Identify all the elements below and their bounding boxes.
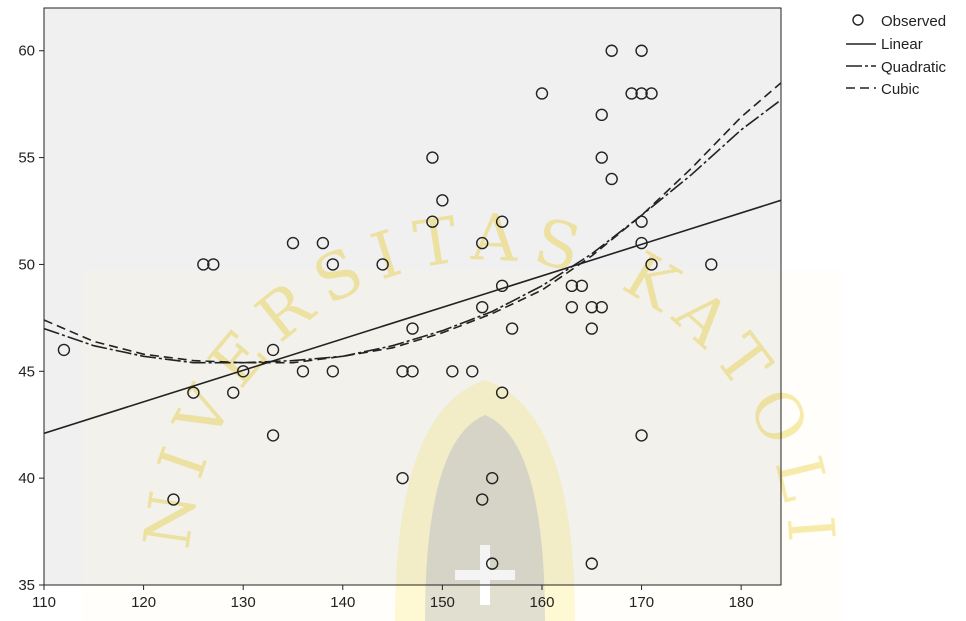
linear-fit-line: [44, 199, 781, 435]
observed-point: [376, 258, 389, 271]
observed-point: [595, 108, 608, 122]
observed-point: [635, 215, 648, 228]
observed-point: [406, 365, 419, 378]
observed-point: [645, 258, 658, 271]
observed-point: [605, 44, 618, 57]
observed-point: [585, 322, 598, 335]
x-tick-label: 130: [231, 594, 256, 611]
x-tick-label: 180: [729, 594, 754, 611]
cubic-fit-line: [44, 82, 781, 364]
observed-point: [476, 236, 489, 250]
observed-point: [426, 151, 439, 164]
observed-point: [396, 471, 409, 485]
observed-point: [635, 236, 648, 250]
observed-point: [485, 557, 499, 570]
axes: 110 120 130 140 150 160 170 180 35 40 45 50 55 60: [18, 43, 753, 611]
observed-point: [466, 365, 479, 378]
observed-point: [197, 258, 210, 271]
observed-point: [495, 215, 509, 228]
observed-point: [446, 365, 459, 378]
observed-point: [167, 493, 180, 506]
observed-point: [495, 386, 509, 399]
legend-quadratic-label: Quadratic: [881, 59, 947, 76]
observed-point: [605, 172, 618, 186]
y-tick-label: 40: [18, 470, 35, 487]
x-tick-label: 120: [131, 594, 156, 611]
observed-point: [635, 44, 648, 57]
legend-observed-marker: [852, 14, 864, 26]
plot-background: [44, 8, 781, 585]
legend: Observed Linear Quadratic Cubic: [846, 13, 947, 98]
observed-point: [585, 557, 598, 570]
observed-point: [485, 471, 499, 485]
observed-point: [266, 429, 280, 442]
legend-observed-label: Observed: [881, 13, 946, 30]
fit-lines: [44, 82, 781, 435]
observed-point: [236, 365, 250, 378]
x-tick-label: 150: [430, 594, 455, 611]
observed-point: [326, 365, 340, 378]
x-tick-label: 140: [330, 594, 355, 611]
y-tick-label: 35: [18, 577, 35, 594]
observed-point: [595, 151, 608, 164]
observed-point: [187, 386, 200, 399]
observed-point: [286, 236, 300, 250]
observed-point: [296, 365, 310, 378]
observed-point: [595, 300, 608, 314]
x-tick-label: 170: [629, 594, 654, 611]
observed-point: [207, 258, 220, 271]
plot-frame: [43, 7, 782, 586]
legend-linear-label: Linear: [881, 36, 923, 53]
observed-point: [326, 258, 340, 271]
observed-points: [57, 44, 718, 570]
observed-point: [505, 322, 519, 335]
legend-cubic-label: Cubic: [881, 81, 920, 98]
observed-point: [535, 87, 549, 100]
y-tick-label: 55: [18, 150, 35, 167]
observed-point: [316, 236, 330, 250]
observed-point: [476, 493, 489, 506]
observed-point: [635, 87, 648, 100]
x-tick-label: 160: [529, 594, 554, 611]
quadratic-fit-line: [44, 99, 781, 364]
y-tick-label: 60: [18, 43, 35, 60]
observed-point: [565, 279, 579, 293]
observed-point: [476, 300, 489, 314]
observed-point: [396, 365, 409, 378]
observed-point: [635, 429, 648, 442]
observed-point: [227, 386, 240, 399]
observed-point: [436, 194, 449, 207]
x-tick-label: 110: [32, 594, 56, 611]
y-tick-label: 45: [18, 363, 35, 380]
observed-point: [406, 322, 419, 335]
observed-point: [266, 343, 280, 357]
observed-point: [705, 258, 718, 271]
observed-point: [645, 87, 658, 100]
observed-point: [575, 279, 589, 293]
observed-point: [495, 279, 509, 293]
observed-point: [585, 300, 598, 314]
observed-point: [57, 343, 71, 357]
observed-point: [565, 300, 579, 314]
observed-point: [625, 87, 638, 100]
observed-point: [426, 215, 439, 228]
y-tick-label: 50: [18, 256, 35, 273]
